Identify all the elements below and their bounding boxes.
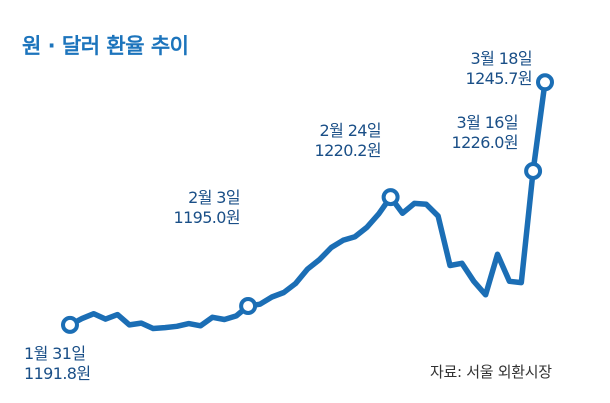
annotation-marker-2 bbox=[381, 188, 400, 207]
annotation-value-1: 1195.0원 bbox=[173, 208, 240, 227]
chart-title: 원 · 달러 환율 추이 bbox=[22, 34, 189, 58]
annotation-marker-0 bbox=[61, 315, 79, 334]
annotation-label-1: 2월 3일 1195.0원 bbox=[173, 188, 240, 228]
annotation-value-3: 1226.0원 bbox=[451, 133, 518, 152]
annotation-value-0: 1191.8원 bbox=[24, 364, 91, 383]
annotation-markers bbox=[61, 73, 554, 334]
annotation-label-4: 3월 18일 1245.7원 bbox=[465, 49, 532, 89]
annotation-label-2: 2월 24일 1220.2원 bbox=[314, 121, 381, 161]
annotation-date-4: 3월 18일 bbox=[470, 49, 533, 68]
annotation-date-2: 2월 24일 bbox=[319, 121, 382, 140]
annotation-value-4: 1245.7원 bbox=[465, 69, 532, 88]
annotation-date-1: 2월 3일 bbox=[188, 188, 240, 207]
annotation-marker-4 bbox=[536, 73, 554, 92]
annotation-label-3: 3월 16일 1226.0원 bbox=[451, 113, 518, 153]
annotation-value-2: 1220.2원 bbox=[314, 141, 381, 160]
annotation-marker-1 bbox=[239, 297, 258, 315]
annotation-date-3: 3월 16일 bbox=[456, 113, 519, 132]
annotation-marker-3 bbox=[524, 162, 543, 180]
source-note: 자료: 서울 외환시장 bbox=[430, 363, 552, 381]
annotation-date-0: 1월 31일 bbox=[24, 344, 86, 363]
annotation-label-0: 1월 31일 1191.8원 bbox=[24, 344, 91, 384]
series-line bbox=[67, 79, 548, 332]
